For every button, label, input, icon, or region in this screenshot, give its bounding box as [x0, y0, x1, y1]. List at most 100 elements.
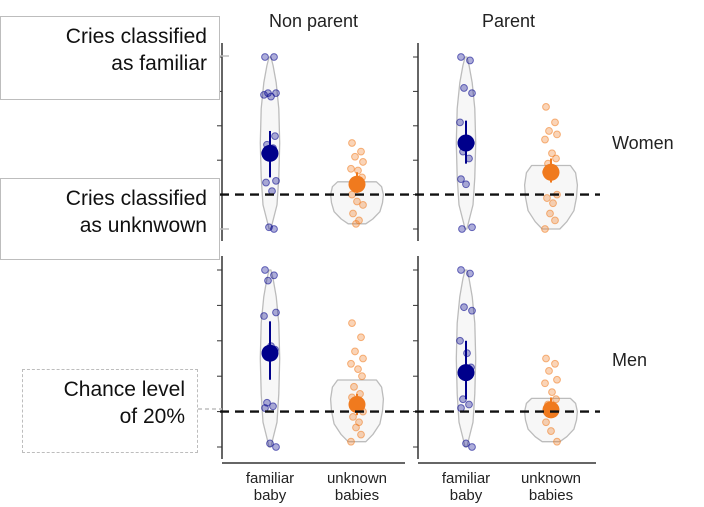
point-familiar-men-parent-11	[468, 443, 476, 451]
point-unknown-men-non-parent-0	[348, 319, 356, 328]
point-familiar-men-non-parent-10	[266, 439, 274, 448]
callout-familiar-line-1: Cries classified	[65, 25, 207, 48]
point-unknown-women-parent-2	[545, 127, 553, 135]
mean-unknown-women-non-parent	[348, 175, 366, 193]
point-unknown-women-parent-15	[551, 216, 559, 225]
point-familiar-women-parent-1	[466, 56, 474, 65]
point-unknown-men-parent-2	[545, 366, 553, 375]
point-unknown-men-non-parent-5	[354, 365, 362, 374]
point-unknown-women-parent-13	[549, 199, 557, 208]
point-familiar-men-non-parent-1	[270, 271, 278, 280]
point-familiar-men-non-parent-4	[260, 312, 268, 320]
point-unknown-women-parent-1	[551, 118, 559, 127]
point-familiar-women-non-parent-15	[270, 225, 278, 233]
callout-unknown-line-1: Cries classified	[65, 187, 207, 210]
callout-chance-line-2: of 20%	[119, 405, 185, 428]
point-familiar-men-parent-1	[466, 269, 474, 278]
point-familiar-women-parent-10	[462, 180, 470, 189]
point-unknown-men-non-parent-2	[351, 347, 359, 356]
point-familiar-men-parent-0	[457, 266, 465, 274]
point-unknown-men-parent-6	[552, 395, 560, 404]
violin-unknown-women-non-parent	[329, 181, 385, 225]
point-unknown-men-parent-9	[542, 418, 550, 427]
mean-familiar-men-parent	[457, 364, 475, 382]
point-unknown-men-non-parent-7	[350, 382, 358, 391]
callout-familiar-line-2: as familiar	[111, 52, 207, 75]
point-unknown-women-parent-4	[541, 135, 549, 144]
point-familiar-women-parent-9	[457, 175, 465, 184]
point-familiar-women-parent-4	[456, 118, 464, 127]
point-familiar-men-non-parent-2	[264, 276, 272, 285]
mean-unknown-women-parent	[542, 163, 560, 181]
point-unknown-women-non-parent-10	[353, 197, 361, 206]
point-unknown-women-non-parent-12	[349, 209, 357, 218]
point-unknown-women-parent-0	[542, 102, 550, 111]
point-familiar-women-non-parent-4	[260, 90, 268, 99]
point-unknown-women-parent-14	[546, 209, 554, 218]
point-unknown-women-parent-3	[553, 130, 561, 139]
point-unknown-men-non-parent-6	[358, 372, 366, 381]
point-unknown-women-non-parent-14	[352, 219, 360, 228]
point-unknown-men-non-parent-3	[359, 354, 367, 363]
point-unknown-men-non-parent-4	[347, 359, 355, 368]
point-familiar-men-non-parent-8	[269, 402, 277, 411]
row-label-men: Men	[612, 350, 647, 370]
point-familiar-women-parent-0	[457, 53, 465, 61]
mean-familiar-women-non-parent	[261, 144, 279, 162]
point-unknown-women-parent-6	[552, 154, 560, 163]
point-familiar-women-parent-12	[458, 225, 466, 233]
point-unknown-men-non-parent-15	[357, 430, 365, 439]
x-tick-label-non-parent-familiar-baby: familiar baby	[246, 470, 294, 504]
violin-unknown-men-parent	[523, 397, 579, 443]
point-familiar-women-parent-3	[468, 89, 476, 98]
column-title-parent: Parent	[482, 11, 535, 31]
point-unknown-women-parent-5	[548, 149, 556, 158]
callout-unknown-line-2: as unknwown	[79, 214, 207, 237]
point-unknown-men-non-parent-14	[352, 423, 360, 432]
point-familiar-men-non-parent-3	[272, 308, 280, 317]
callout-familiar: Cries classified as familiar	[0, 16, 220, 100]
violin-unknown-women-parent	[523, 164, 579, 230]
x-tick-label-parent-familiar-baby: familiar baby	[442, 470, 490, 504]
mean-familiar-men-non-parent	[261, 344, 279, 362]
point-unknown-women-non-parent-1	[357, 147, 365, 156]
mean-unknown-men-parent	[542, 401, 560, 419]
point-familiar-men-parent-8	[465, 400, 473, 409]
point-familiar-men-parent-4	[456, 336, 464, 345]
point-unknown-women-non-parent-11	[359, 201, 367, 209]
point-unknown-men-parent-10	[547, 427, 555, 435]
point-unknown-men-parent-5	[548, 388, 556, 397]
mean-unknown-men-non-parent	[348, 396, 366, 414]
point-unknown-men-parent-11	[553, 437, 561, 446]
point-unknown-women-parent-16	[541, 225, 549, 233]
callout-unknown: Cries classified as unknwown	[0, 178, 220, 260]
point-familiar-women-non-parent-5	[267, 92, 275, 101]
point-unknown-women-non-parent-0	[348, 139, 356, 147]
point-unknown-women-non-parent-4	[347, 164, 355, 173]
callout-chance-line-1: Chance level	[63, 378, 185, 401]
point-unknown-men-parent-0	[542, 354, 550, 363]
point-familiar-women-non-parent-1	[270, 53, 278, 61]
point-familiar-women-non-parent-11	[272, 176, 280, 185]
point-unknown-men-non-parent-16	[347, 437, 355, 446]
point-familiar-men-non-parent-11	[272, 443, 280, 451]
x-tick-label-parent-unknown-babies: unknown babies	[521, 470, 581, 504]
point-unknown-women-non-parent-2	[351, 152, 359, 161]
point-familiar-men-parent-2	[460, 303, 468, 312]
point-familiar-women-parent-2	[460, 84, 468, 92]
point-familiar-women-parent-11	[468, 223, 476, 232]
point-familiar-women-non-parent-6	[271, 132, 279, 141]
point-unknown-women-parent-12	[543, 194, 551, 202]
point-unknown-men-parent-4	[541, 379, 549, 388]
point-familiar-women-non-parent-12	[262, 178, 270, 187]
point-familiar-men-parent-10	[462, 439, 470, 448]
point-unknown-men-parent-1	[551, 359, 559, 368]
point-familiar-men-parent-3	[468, 306, 476, 315]
row-label-women: Women	[612, 133, 674, 153]
point-unknown-men-parent-3	[553, 375, 561, 384]
point-familiar-women-non-parent-0	[261, 53, 269, 61]
callout-chance-level: Chance level of 20%	[22, 369, 198, 453]
point-familiar-men-non-parent-0	[261, 266, 269, 274]
x-tick-label-non-parent-unknown-babies: unknown babies	[327, 470, 387, 504]
